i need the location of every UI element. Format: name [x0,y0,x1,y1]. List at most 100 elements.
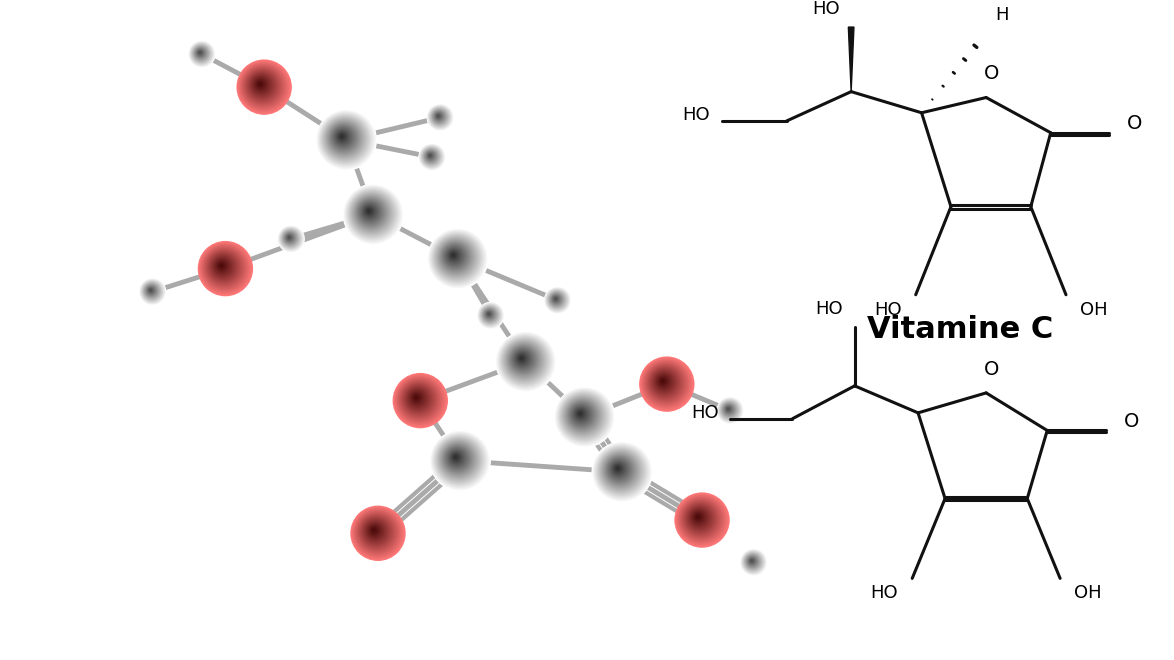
Circle shape [288,236,291,239]
Circle shape [478,303,504,328]
Circle shape [600,450,642,492]
Circle shape [333,127,353,147]
Circle shape [607,457,632,482]
Circle shape [425,150,437,162]
Circle shape [257,81,264,88]
Circle shape [337,132,348,142]
Circle shape [427,153,433,159]
Circle shape [211,255,235,279]
Circle shape [682,500,720,538]
Circle shape [549,292,565,307]
Circle shape [742,550,765,574]
Circle shape [689,508,709,528]
Circle shape [359,201,382,223]
Circle shape [615,465,621,472]
Circle shape [316,110,377,170]
Circle shape [289,236,290,238]
Text: HO: HO [682,106,710,124]
Circle shape [748,556,757,566]
Circle shape [683,502,717,536]
Circle shape [720,400,741,420]
Circle shape [367,523,382,538]
Circle shape [431,108,448,125]
Circle shape [681,498,722,540]
Circle shape [448,450,465,466]
Circle shape [748,556,757,566]
Circle shape [249,73,275,98]
Circle shape [680,498,723,541]
Circle shape [718,399,741,422]
Circle shape [479,304,502,327]
Circle shape [517,354,527,364]
Circle shape [351,193,393,234]
Circle shape [321,114,371,164]
Circle shape [371,527,378,534]
Circle shape [244,67,282,105]
Circle shape [520,356,524,360]
Circle shape [189,42,215,67]
Circle shape [454,456,457,458]
Circle shape [149,288,153,292]
Circle shape [640,357,694,411]
Circle shape [437,238,475,277]
Circle shape [448,251,459,261]
Circle shape [554,297,558,301]
Circle shape [143,282,161,300]
Circle shape [237,60,291,114]
Circle shape [556,389,613,445]
Circle shape [569,402,595,428]
Circle shape [659,377,668,386]
Circle shape [323,117,367,161]
Circle shape [510,346,538,374]
Circle shape [212,257,232,277]
Circle shape [433,235,480,281]
Circle shape [425,150,438,163]
Circle shape [200,242,251,294]
Circle shape [564,396,603,436]
Circle shape [432,109,447,125]
Circle shape [429,230,487,288]
Circle shape [283,231,297,245]
Circle shape [748,557,757,566]
Circle shape [150,289,151,291]
Circle shape [433,111,445,123]
Text: H: H [996,5,1008,24]
Circle shape [140,279,166,305]
Circle shape [479,304,501,327]
Circle shape [697,516,699,518]
Circle shape [661,379,664,383]
Circle shape [403,384,433,414]
Circle shape [336,130,350,144]
Circle shape [358,513,396,551]
Circle shape [208,251,239,284]
Circle shape [569,403,594,427]
Circle shape [403,383,434,416]
Circle shape [346,188,399,240]
Circle shape [325,119,365,158]
Circle shape [745,554,760,568]
Circle shape [190,42,214,66]
Circle shape [718,398,742,422]
Circle shape [558,390,612,444]
Circle shape [251,75,272,96]
Circle shape [424,148,439,164]
Circle shape [440,242,471,272]
Circle shape [282,229,299,248]
Circle shape [439,440,479,479]
Circle shape [200,51,201,53]
Circle shape [204,247,245,288]
Circle shape [486,312,492,317]
Circle shape [147,286,156,295]
Circle shape [420,146,443,168]
Circle shape [573,405,591,424]
Circle shape [573,407,589,422]
Circle shape [724,405,734,414]
Circle shape [404,385,433,413]
Circle shape [679,496,724,543]
Circle shape [598,447,646,495]
Circle shape [434,112,443,120]
Circle shape [352,194,391,232]
Circle shape [363,519,389,544]
Circle shape [576,410,585,418]
Circle shape [373,529,375,531]
